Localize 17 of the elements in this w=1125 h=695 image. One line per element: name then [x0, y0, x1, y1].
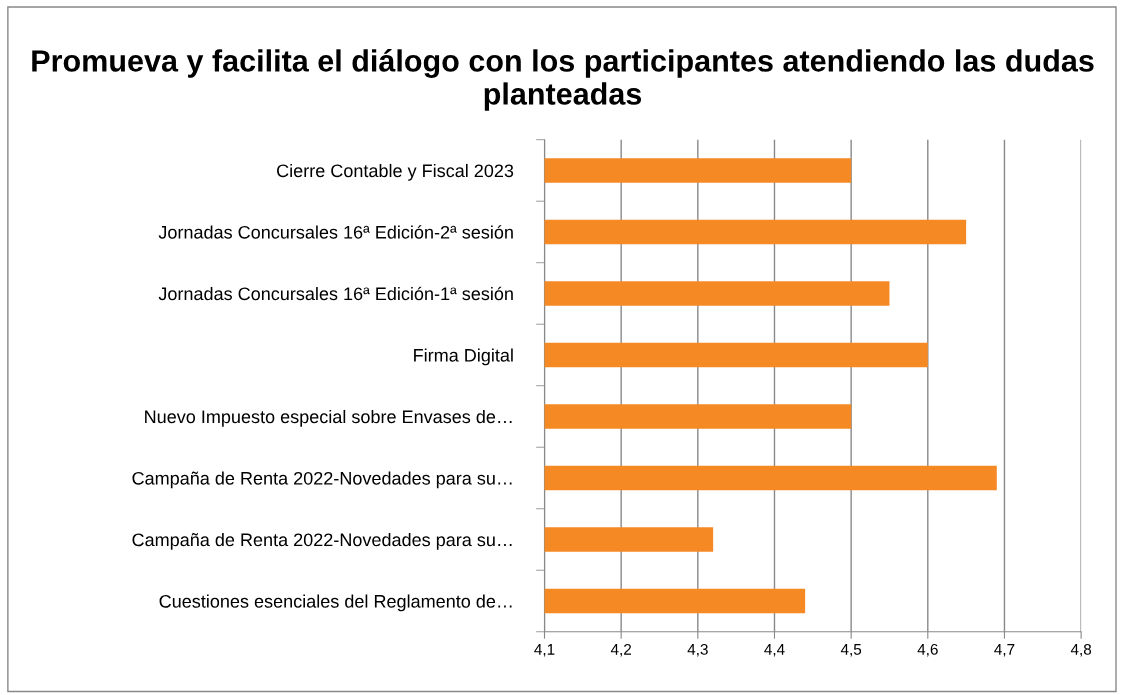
y-tick-label: Cierre Contable y Fiscal 2023 [277, 163, 514, 181]
x-tick-label: 4,8 [1070, 643, 1092, 657]
y-tick-label: Firma Digital [414, 348, 513, 366]
x-tick-label: 4,2 [610, 643, 632, 657]
x-tick-label: 4,6 [917, 643, 938, 657]
y-tick-label: Campaña de Renta 2022-Novedades para su… [132, 471, 512, 489]
y-tick-label: Campaña de Renta 2022-Novedades para su… [132, 532, 512, 550]
x-tick-label: 4,1 [534, 644, 555, 657]
y-tick-label: Jornadas Concursales 16ª Edición-1ª sesión [158, 286, 513, 301]
chart-title: Promueva y facilita el diálogo con los participantes atendiendo las dudas planteadas [32, 49, 1094, 111]
y-tick-label: Nuevo Impuesto especial sobre Envases de… [145, 409, 512, 427]
x-tick-label: 4,7 [994, 644, 1015, 657]
x-tick-label: 4,3 [687, 643, 708, 657]
x-tick-label: 4,4 [764, 644, 785, 657]
y-tick-label: Cuestiones esenciales del Reglamento de… [159, 594, 512, 612]
y-tick-label: Jornadas Concursales 16ª Edición-2ª sesión [158, 225, 513, 239]
x-tick-label: 4,5 [840, 644, 862, 657]
